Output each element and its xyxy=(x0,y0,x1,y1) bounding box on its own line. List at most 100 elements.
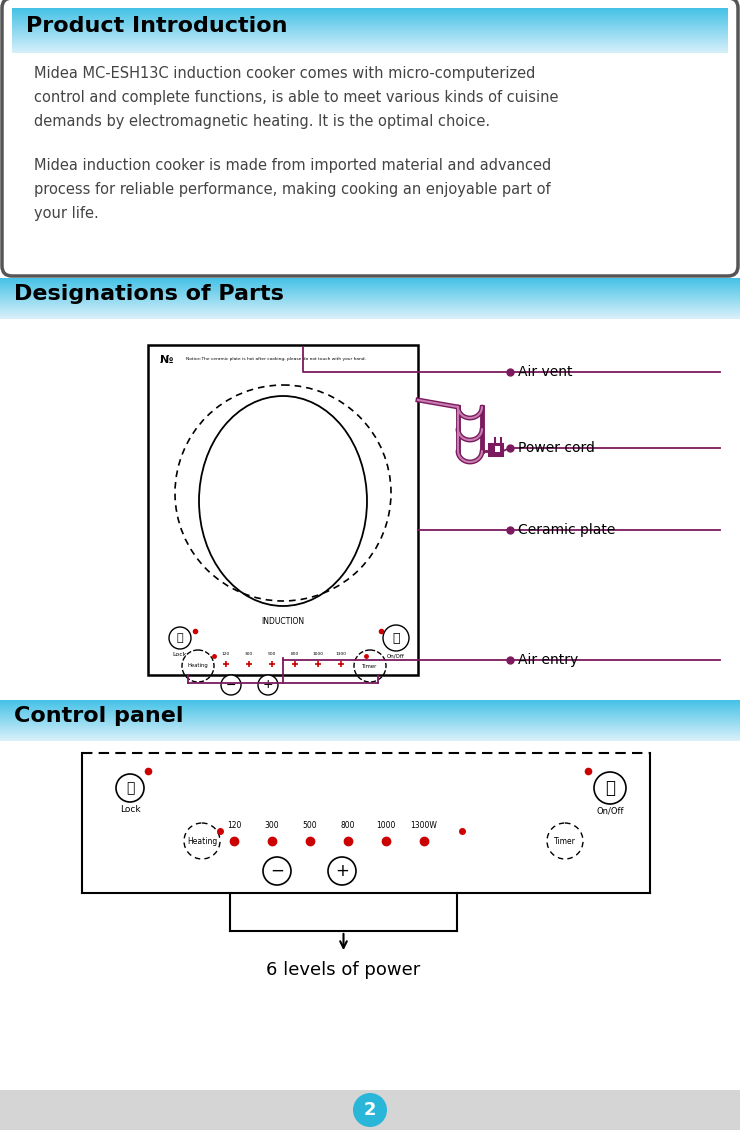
Text: 6 levels of power: 6 levels of power xyxy=(266,960,420,979)
Bar xyxy=(0,311,740,312)
Bar xyxy=(0,303,740,304)
Bar xyxy=(0,721,740,722)
Bar xyxy=(12,14,728,15)
Bar xyxy=(12,36,728,37)
Bar xyxy=(0,292,740,293)
Bar xyxy=(0,716,740,718)
Text: 800: 800 xyxy=(340,822,355,831)
Circle shape xyxy=(116,774,144,802)
Bar xyxy=(82,753,650,893)
Bar xyxy=(0,318,740,319)
Bar xyxy=(12,49,728,50)
Text: 🔑: 🔑 xyxy=(177,633,184,643)
Text: On/Off: On/Off xyxy=(387,654,405,659)
Bar xyxy=(0,725,740,728)
Bar xyxy=(0,284,740,285)
Bar xyxy=(12,35,728,36)
Bar xyxy=(0,278,740,279)
Text: Lock: Lock xyxy=(172,652,187,657)
Bar xyxy=(0,718,740,719)
Bar xyxy=(0,729,740,730)
Bar xyxy=(12,51,728,52)
Bar xyxy=(0,725,740,727)
Text: 800: 800 xyxy=(291,652,299,657)
Text: Lock: Lock xyxy=(120,805,141,814)
Bar xyxy=(12,20,728,21)
Bar xyxy=(0,307,740,308)
Text: Ceramic plate: Ceramic plate xyxy=(518,523,616,537)
Bar xyxy=(0,709,740,710)
Bar xyxy=(0,280,740,281)
Text: 🔑: 🔑 xyxy=(126,781,134,796)
Bar xyxy=(12,16,728,17)
Bar xyxy=(0,737,740,738)
Text: Midea MC-ESH13C induction cooker comes with micro-computerized
control and compl: Midea MC-ESH13C induction cooker comes w… xyxy=(34,66,559,129)
Bar xyxy=(0,288,740,289)
Text: Midea induction cooker is made from imported material and advanced
process for r: Midea induction cooker is made from impo… xyxy=(34,158,551,221)
Circle shape xyxy=(328,857,356,885)
Bar xyxy=(0,728,740,729)
Bar xyxy=(0,719,740,720)
Bar xyxy=(0,308,740,310)
Text: Power cord: Power cord xyxy=(518,441,595,455)
Bar xyxy=(12,12,728,14)
Bar xyxy=(0,710,740,711)
Bar xyxy=(12,45,728,46)
Bar xyxy=(0,299,740,302)
Bar xyxy=(12,17,728,18)
Bar xyxy=(0,292,740,293)
Text: 2: 2 xyxy=(364,1101,376,1119)
Bar xyxy=(0,305,740,306)
Text: 1300W: 1300W xyxy=(411,822,437,831)
Bar xyxy=(0,740,740,741)
Circle shape xyxy=(383,625,409,651)
Bar xyxy=(0,730,740,731)
Bar xyxy=(0,298,740,299)
Bar xyxy=(0,734,740,736)
Bar xyxy=(0,738,740,739)
Bar xyxy=(0,734,740,737)
Text: 500: 500 xyxy=(303,822,317,831)
Circle shape xyxy=(353,1093,387,1127)
Text: +: + xyxy=(263,678,273,692)
Bar xyxy=(12,25,728,26)
Bar xyxy=(0,703,740,704)
Bar xyxy=(0,707,740,709)
Bar xyxy=(0,306,740,307)
Text: Product Introduction: Product Introduction xyxy=(26,16,288,36)
Bar xyxy=(12,31,728,32)
Bar xyxy=(148,345,418,675)
Text: Timer: Timer xyxy=(554,836,576,845)
Bar xyxy=(12,43,728,44)
Bar xyxy=(12,21,728,23)
Bar xyxy=(0,314,740,315)
Bar xyxy=(0,722,740,723)
Bar xyxy=(0,294,740,295)
Bar xyxy=(0,720,740,721)
Bar xyxy=(0,1090,740,1130)
Bar xyxy=(0,279,740,280)
Bar xyxy=(0,706,740,707)
Bar xyxy=(0,714,740,715)
Bar xyxy=(0,316,740,318)
Bar xyxy=(0,290,740,292)
Bar xyxy=(12,41,728,42)
Bar xyxy=(12,53,728,54)
Bar xyxy=(0,301,740,302)
Bar xyxy=(495,446,500,452)
Text: Air vent: Air vent xyxy=(518,365,573,379)
Bar xyxy=(0,702,740,703)
Bar xyxy=(12,46,728,47)
Text: −: − xyxy=(226,678,236,692)
Text: ⏼: ⏼ xyxy=(605,779,615,797)
Bar xyxy=(0,285,740,286)
Bar xyxy=(12,21,728,24)
Bar xyxy=(0,709,740,710)
Text: Air entry: Air entry xyxy=(518,653,578,667)
Bar xyxy=(12,34,728,35)
Bar xyxy=(0,313,740,314)
Bar xyxy=(0,739,740,740)
Bar xyxy=(12,33,728,34)
Text: 300: 300 xyxy=(245,652,253,657)
Text: 300: 300 xyxy=(265,822,279,831)
